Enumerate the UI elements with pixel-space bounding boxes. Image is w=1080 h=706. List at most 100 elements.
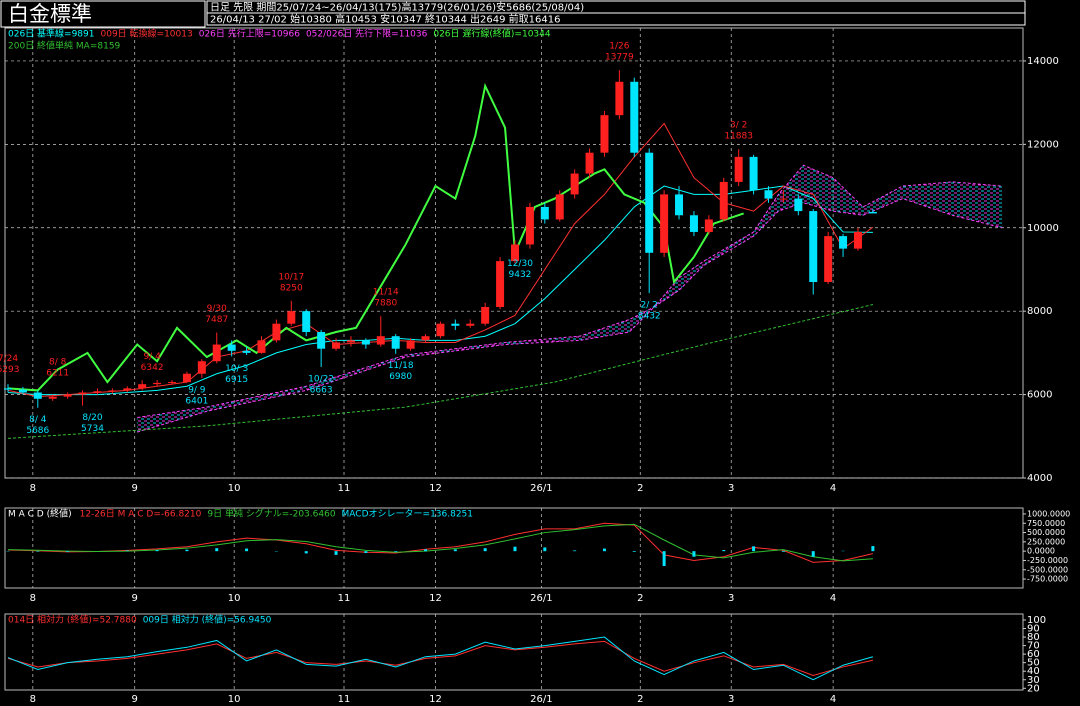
cloud-span [137, 164, 1003, 419]
oscillator-bar [304, 551, 308, 554]
y-tick-label: 20 [1027, 683, 1040, 694]
candle-body [779, 198, 788, 200]
y-tick-label: 750.0000 [1027, 519, 1065, 528]
oscillator-bar [394, 551, 398, 552]
annotation-value: 6401 [185, 396, 208, 406]
candle-body [93, 391, 102, 393]
x-tick-label: 11 [338, 593, 351, 604]
x-tick-label: 2 [637, 593, 643, 604]
y-tick-label: -750.0000 [1027, 575, 1068, 584]
oscillator-bar [632, 551, 636, 552]
legend-entry: MACDオシレーター=136.8251 [342, 509, 473, 520]
y-tick-label: 14000 [1027, 56, 1059, 67]
candle-body [391, 336, 400, 349]
legend-entry: 026日 先行上限=10966 [199, 28, 300, 40]
legend-entry: 200日 終値単純 MA=8159 [8, 40, 121, 52]
candle-body [794, 198, 803, 212]
oscillator-bar [66, 551, 70, 552]
x-tick-label: 3 [728, 694, 734, 705]
y-tick-label: 60 [1027, 649, 1040, 660]
candle-body [481, 307, 490, 324]
oscillator-bar [334, 551, 338, 555]
annotation-value: 5686 [26, 426, 49, 436]
y-tick-label: -250.0000 [1027, 556, 1068, 565]
legend-entry: 026日 遅行線(終値)=10344 [433, 28, 551, 40]
x-tick-label: 2 [637, 694, 643, 705]
candle-body [332, 342, 341, 349]
y-tick-label: -500.0000 [1027, 565, 1068, 574]
y-tick-label: 10000 [1027, 223, 1059, 234]
x-tick-label: 26/1 [530, 593, 552, 604]
x-tick-label: 11 [338, 483, 351, 494]
oscillator-bar [424, 549, 428, 552]
candle-body [749, 156, 758, 191]
panel-frame [4, 27, 1024, 479]
candle-body [197, 361, 206, 374]
legend-entry: 009日 転換線=10013 [101, 28, 193, 40]
y-tick-label: 4000 [1027, 473, 1052, 484]
candle-body [78, 392, 87, 395]
annotation-date: 1/26 [609, 42, 629, 52]
oscillator-bar [752, 546, 756, 552]
series-line [7, 82, 744, 392]
candle-body [18, 389, 27, 393]
candle-body [406, 340, 415, 349]
candle-body [824, 236, 833, 282]
candle-body [33, 392, 42, 399]
series-line [7, 185, 873, 396]
candle-body [287, 311, 296, 324]
series-line [7, 636, 874, 681]
candle-body [600, 115, 609, 153]
panel-frame [4, 613, 1024, 691]
candle-body [361, 340, 370, 345]
title-box [0, 0, 206, 28]
x-tick-label: 2 [637, 483, 643, 494]
oscillator-bar [215, 548, 219, 552]
candle-body [48, 396, 57, 399]
y-tick-label: 8000 [1027, 306, 1052, 317]
x-tick-label: 26/1 [530, 694, 552, 705]
annotation-date: 10/17 [278, 272, 304, 282]
annotation-date: 3/ 2 [730, 121, 747, 131]
candle-body [689, 215, 698, 232]
candle-body [525, 206, 534, 245]
candle-body [138, 384, 147, 389]
candle-body [317, 332, 326, 349]
annotation-value: 6663 [310, 385, 333, 395]
annotation-date: 9/ 9 [188, 385, 206, 395]
y-tick-label: 12000 [1027, 139, 1059, 150]
candle-body [853, 231, 862, 249]
info-box-2 [206, 12, 1026, 26]
y-tick-label: 250.0000 [1027, 537, 1065, 546]
candle-body [421, 336, 430, 341]
candle-body [645, 152, 654, 253]
annotation-value: 7487 [205, 315, 228, 325]
x-tick-label: 3 [728, 593, 734, 604]
candle-body [809, 211, 818, 282]
x-tick-label: 12 [429, 483, 442, 494]
candle-body [540, 206, 549, 220]
candle-body [63, 394, 72, 397]
annotation-value: 6211 [46, 368, 69, 378]
x-tick-label: 26/1 [530, 483, 552, 494]
oscillator-bar [543, 547, 547, 552]
candle-body [839, 236, 848, 249]
panel-title: M A C D (終値) [8, 508, 72, 520]
x-tick-label: 12 [429, 593, 442, 604]
candle-body [555, 194, 564, 220]
candle-body [123, 388, 132, 391]
annotation-value: 7880 [374, 299, 397, 309]
annotation-value: 5734 [81, 424, 104, 434]
annotation-date: 8/20 [82, 413, 102, 423]
cloud-fill [137, 165, 1003, 433]
annotation-value: 11883 [724, 132, 753, 142]
legend-entry: 12-26日 M A C D=-66.8210 [80, 509, 202, 520]
annotation-date: 11/18 [388, 361, 414, 371]
candle-body [153, 382, 162, 385]
x-tick-label: 3 [728, 483, 734, 494]
series-line [7, 122, 874, 398]
candle-body [704, 219, 713, 232]
x-tick-label: 4 [830, 694, 836, 705]
candle-body [615, 81, 624, 116]
oscillator-bar [364, 551, 368, 554]
